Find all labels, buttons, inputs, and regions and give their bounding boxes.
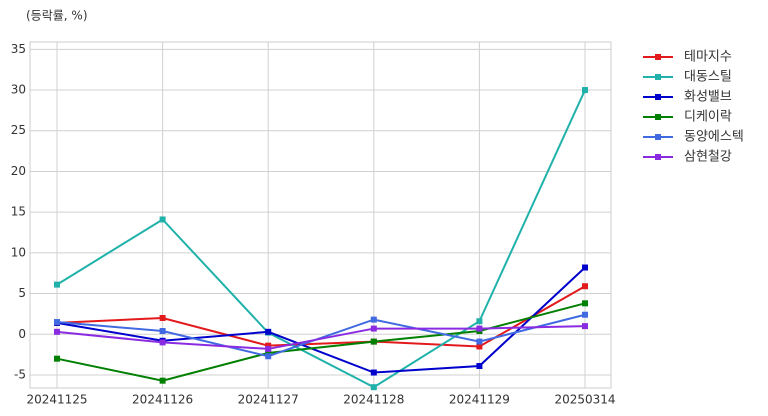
y-tick-label: 30 — [11, 83, 26, 97]
marker — [265, 345, 272, 352]
marker — [54, 319, 60, 326]
legend-marker — [655, 134, 661, 140]
y-tick-label: 5 — [18, 286, 26, 300]
marker — [265, 353, 272, 360]
series-line — [56, 302, 586, 382]
marker — [476, 318, 483, 325]
legend-marker — [655, 54, 661, 60]
marker — [370, 338, 377, 345]
legend-label: 삼현철강 — [684, 150, 732, 165]
marker — [159, 216, 166, 223]
marker — [159, 339, 166, 346]
plot-frame — [29, 41, 612, 389]
x-tick-label: 20241128 — [343, 393, 404, 407]
marker — [476, 325, 483, 332]
marker — [54, 328, 60, 335]
marker — [476, 343, 483, 350]
y-tick-label: 35 — [11, 42, 26, 56]
marker — [582, 283, 588, 290]
marker — [370, 369, 377, 376]
legend-label: 테마지수 — [684, 50, 732, 65]
marker — [54, 281, 60, 288]
marker — [582, 323, 588, 330]
marker — [159, 328, 166, 335]
series-line — [56, 266, 586, 374]
marker — [159, 377, 166, 384]
legend-label: 동양에스텍 — [684, 130, 744, 145]
marker — [54, 355, 60, 362]
marker — [476, 363, 483, 370]
y-tick-label: 10 — [11, 245, 26, 259]
y-tick-label: 0 — [18, 327, 26, 341]
y-tick-label: 20 — [11, 164, 26, 178]
y-tick-label: -5 — [14, 367, 26, 381]
y-axis-label: (등락률, %) — [26, 9, 88, 23]
marker — [582, 311, 588, 318]
marker — [582, 300, 588, 307]
legend-label: 대동스틸 — [684, 70, 732, 85]
marker — [265, 342, 272, 349]
x-tick-label: 20241129 — [449, 393, 510, 407]
y-tick-label: 25 — [11, 123, 26, 137]
marker — [476, 338, 483, 345]
series-line — [56, 89, 586, 389]
y-tick-label: 15 — [11, 205, 26, 219]
x-tick-label: 20241127 — [238, 393, 299, 407]
series-line — [56, 325, 586, 350]
marker — [265, 328, 272, 335]
marker — [370, 384, 377, 391]
legend-marker — [655, 74, 661, 80]
x-tick-label: 20241125 — [26, 393, 87, 407]
legend-marker — [655, 94, 661, 100]
marker — [582, 264, 588, 271]
legend-label: 화성밸브 — [684, 90, 732, 105]
marker — [370, 325, 377, 332]
marker — [582, 87, 588, 94]
legend-label: 디케이락 — [684, 110, 732, 125]
x-tick-label: 20241126 — [132, 393, 193, 407]
legend-marker — [655, 154, 661, 160]
x-tick-label: 20250314 — [554, 393, 615, 407]
legend-marker — [655, 114, 661, 120]
marker — [159, 314, 166, 321]
marker — [265, 349, 272, 356]
marker — [370, 316, 377, 323]
